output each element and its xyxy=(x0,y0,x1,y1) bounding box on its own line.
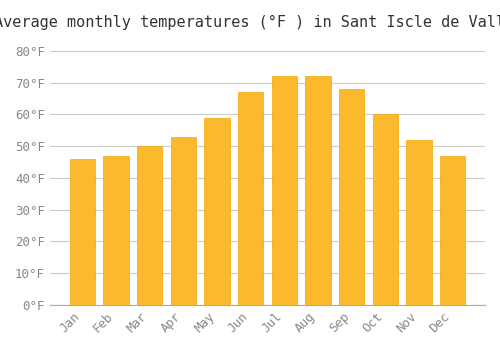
Bar xyxy=(70,159,95,305)
Bar xyxy=(372,114,398,305)
Bar xyxy=(440,156,465,305)
Bar xyxy=(104,156,128,305)
Bar xyxy=(272,76,297,305)
Bar xyxy=(170,136,196,305)
Bar xyxy=(204,118,230,305)
Bar xyxy=(238,92,263,305)
Title: Average monthly temperatures (°F ) in Sant Iscle de Vallalta: Average monthly temperatures (°F ) in Sa… xyxy=(0,15,500,30)
Bar xyxy=(339,89,364,305)
Bar xyxy=(406,140,432,305)
Bar xyxy=(306,76,330,305)
Bar xyxy=(137,146,162,305)
